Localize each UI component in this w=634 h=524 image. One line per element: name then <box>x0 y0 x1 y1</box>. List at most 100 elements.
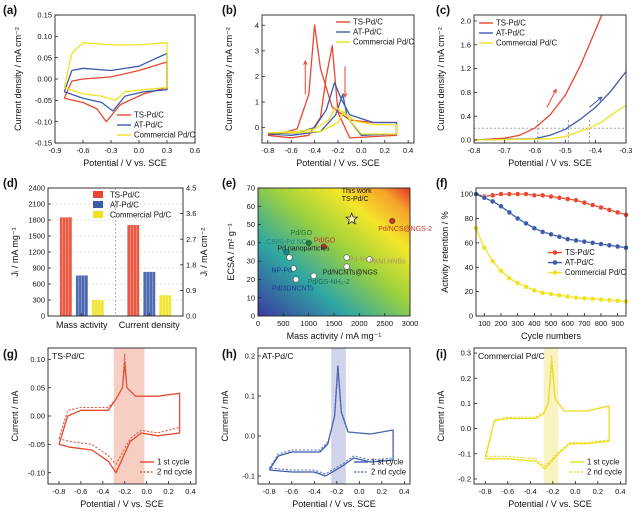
legend-label: 1 st cycle <box>371 458 404 467</box>
series-marker <box>573 197 579 203</box>
series-marker <box>506 209 512 215</box>
arrow-annotation <box>342 66 348 99</box>
scatter-point <box>343 263 350 270</box>
x-axis-label: Cycle numbers <box>521 331 582 341</box>
y-tick-label: 1.2 <box>461 64 471 73</box>
panel-letter: (e) <box>222 178 236 190</box>
x-tick-label: 0.2 <box>593 487 603 496</box>
point-label: Pd/GO <box>291 230 313 237</box>
legend-swatch <box>93 201 103 208</box>
point-label: CB[6]-Pd NCs <box>266 239 310 246</box>
series-marker <box>615 243 621 250</box>
x-tick-label: -0.6 <box>501 487 514 496</box>
y-tick-label: 80 <box>465 214 473 223</box>
series-marker <box>498 203 504 209</box>
x-tick-label: -0.4 <box>524 487 537 496</box>
point-label-line: This work <box>342 188 372 195</box>
x-tick-label: 200 <box>495 319 508 328</box>
y-tick-label: 900 <box>32 264 45 273</box>
x-tick-label: 700 <box>578 319 591 328</box>
y-tick-label: 0.05 <box>30 383 45 392</box>
series-line <box>473 14 603 141</box>
series-marker <box>598 241 604 247</box>
series-marker <box>598 296 604 303</box>
y-tick-label: 2400 <box>28 184 45 193</box>
highlight-band <box>113 348 145 484</box>
x-axis-label: Potential / V vs. SCE <box>508 158 592 168</box>
y-tick-label: 0.15 <box>37 11 52 20</box>
x-tick-label: -0.6 <box>285 487 298 496</box>
scatter-point <box>292 276 300 283</box>
x-tick-label: 0.2 <box>163 487 173 496</box>
legend-label: 1 st cycle <box>157 458 190 467</box>
series-marker <box>548 231 554 237</box>
legend-label: 2 nd cycle <box>157 468 192 477</box>
panel-letter: (a) <box>3 5 17 17</box>
series-marker <box>498 191 504 197</box>
point-label: Pd/NCS@NGS-2 <box>378 226 432 233</box>
category-label: Mass activity <box>56 320 108 330</box>
x-tick-label: 0.0 <box>141 487 151 496</box>
y-tick-label: 10 <box>247 293 255 302</box>
series-marker <box>498 268 504 274</box>
point-label: NP-Pd <box>271 267 292 274</box>
panel-c: (c) -0.8 -0.7 -0.6 -0.5 -0.4 -0.3 0.0 0.4 0.8 1.2 1… <box>436 5 632 168</box>
panel-letter: (c) <box>436 5 450 17</box>
y2-tick-label: 2.7 <box>186 235 196 244</box>
series-marker <box>615 209 621 215</box>
x-tick-label: 800 <box>595 319 608 328</box>
x-tick-label: 900 <box>611 319 624 328</box>
series-marker <box>565 236 571 242</box>
y-tick-label: 2100 <box>28 200 45 209</box>
x-tick-label: 0 <box>256 319 260 328</box>
series-marker <box>515 280 521 286</box>
x-tick-label: -0.4 <box>308 146 321 155</box>
y-tick-label: 20 <box>465 287 473 296</box>
x-tick-label: -0.2 <box>332 146 345 155</box>
scatter-point <box>283 248 290 256</box>
y-tick-label: 4 <box>255 21 259 30</box>
legend-label: Commercial Pd/C <box>565 268 626 277</box>
y-tick-label: 70 <box>247 184 255 193</box>
point-label: This work TS-Pd/C <box>342 188 372 203</box>
y-tick-label: -0.2 <box>458 475 471 484</box>
y-axis-label: Activity retention / % <box>440 211 450 293</box>
y-tick-label: 30 <box>247 257 255 266</box>
series-marker <box>531 225 537 231</box>
y-axis-label: Current density / mA cm⁻² <box>13 27 23 131</box>
panel-d: (d) Mass activity Current density 0 300 600 90… <box>3 178 209 330</box>
series-line <box>58 361 181 474</box>
y-tick-label: 0.0 <box>461 136 471 145</box>
series-line <box>473 71 627 141</box>
legend-label: AT-Pd/C <box>496 29 525 38</box>
series-marker <box>548 291 554 297</box>
y-tick-label: 0.00 <box>37 75 52 84</box>
y-tick-label: 0.3 <box>461 349 471 358</box>
series-marker <box>590 240 596 246</box>
plot-frame <box>473 14 627 144</box>
y-tick-label: 50 <box>247 220 255 229</box>
x-axis-label: Potential / V vs. SCE <box>296 158 380 168</box>
scatter-point <box>366 256 373 263</box>
panel-f: (f) 100 200 300 400 500 600 700 800 900 0 20 40 60 80 1… <box>436 178 629 341</box>
y2-tick-label: 0.0 <box>186 312 196 321</box>
series-marker <box>573 295 579 301</box>
x-tick-label: 500 <box>277 319 290 328</box>
x-tick-label: -0.4 <box>589 146 602 155</box>
panel-h: (h) -0.8 -0.6 -0.4 -0.2 0.0 0.2 0.4 -0.1 0.0 0.1 0.… <box>220 347 411 509</box>
x-axis-label: Potential / V vs. SCE <box>80 499 164 509</box>
series-line <box>63 52 168 112</box>
panel-tag: AT-Pd/C <box>262 351 294 361</box>
x-tick-label: -0.7 <box>498 146 511 155</box>
scatter-point <box>343 254 350 261</box>
star-marker <box>345 212 359 225</box>
y-tick-label: -0.15 <box>35 139 52 148</box>
y-tick-label: 0 <box>41 312 45 321</box>
series-line <box>268 369 394 475</box>
series-marker <box>565 293 571 300</box>
y-tick-label: -0.1 <box>458 449 471 458</box>
x-tick-label: -0.6 <box>77 146 90 155</box>
x-tick-label: -0.2 <box>546 487 559 496</box>
y-tick-label: 1500 <box>28 232 45 241</box>
